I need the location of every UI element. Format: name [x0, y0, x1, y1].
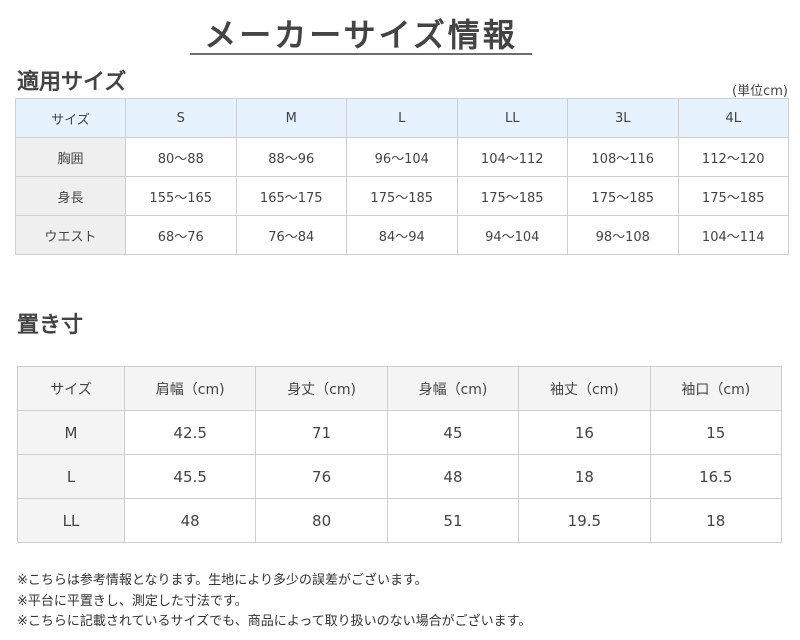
header-cell: M [235, 98, 347, 138]
table-cell: 45 [386, 410, 520, 455]
header-cell: LL [456, 98, 568, 138]
row-label: 胸囲 [15, 137, 126, 177]
row-label: M [17, 410, 125, 455]
table-cell: 42.5 [123, 410, 257, 455]
table-cell: 104〜112 [456, 137, 568, 177]
table-cell: 175〜185 [567, 176, 679, 216]
table-cell: 16.5 [649, 454, 783, 499]
header-cell: 身幅（cm) [386, 366, 520, 411]
table-row: ウエスト 68〜76 76〜84 84〜94 94〜104 98〜108 104〜114 [15, 215, 789, 255]
table-cell: 18 [649, 498, 783, 543]
row-label: 身長 [15, 176, 126, 216]
note: ※こちらは参考情報となります。生地により多少の誤差がございます。 [17, 573, 428, 588]
header-cell: 4L [677, 98, 789, 138]
notes: ※こちらは参考情報となります。生地により多少の誤差がございます。 ※平台に平置き… [17, 571, 531, 633]
table-cell: 76〜84 [235, 215, 347, 255]
table-cell: 76 [255, 454, 388, 499]
table-cell: 19.5 [518, 498, 651, 543]
table-row: M 42.5 71 45 16 15 [17, 410, 783, 455]
table-cell: 96〜104 [346, 137, 458, 177]
header-cell: 3L [567, 98, 679, 138]
header-cell: サイズ [15, 98, 126, 138]
table-cell: 48 [123, 498, 257, 543]
measurements-table: サイズ 肩幅（cm) 身丈（cm) 身幅（cm) 袖丈（cm) 袖口（cm) M 42.5 71… [17, 366, 783, 543]
applicable-size-heading: 適用サイズ [17, 70, 127, 95]
table-header-row: サイズ 肩幅（cm) 身丈（cm) 身幅（cm) 袖丈（cm) 袖口（cm) [17, 366, 783, 411]
table-cell: 84〜94 [346, 215, 458, 255]
table-cell: 94〜104 [456, 215, 568, 255]
header-cell: サイズ [17, 366, 125, 411]
table-cell: 112〜120 [677, 137, 789, 177]
table-cell: 80〜88 [125, 137, 237, 177]
table-cell: 18 [518, 454, 651, 499]
table-cell: 68〜76 [125, 215, 237, 255]
table-cell: 175〜185 [456, 176, 568, 216]
table-cell: 165〜175 [235, 176, 347, 216]
table-row: 身長 155〜165 165〜175 175〜185 175〜185 175〜185 175… [15, 176, 789, 216]
table-row: LL 48 80 51 19.5 18 [17, 498, 783, 543]
page-title: メーカーサイズ情報 [204, 16, 518, 54]
table-cell: 15 [649, 410, 783, 455]
table-cell: 71 [255, 410, 388, 455]
table-cell: 80 [255, 498, 388, 543]
title-underline [190, 53, 532, 55]
row-label: LL [17, 498, 125, 543]
table-cell: 175〜185 [346, 176, 458, 216]
table-cell: 16 [518, 410, 651, 455]
header-cell: 袖丈（cm) [518, 366, 651, 411]
table-row: 胸囲 80〜88 88〜96 96〜104 104〜112 108〜116 112〜120 [15, 137, 789, 177]
table-cell: 155〜165 [125, 176, 237, 216]
table-cell: 108〜116 [567, 137, 679, 177]
table-cell: 88〜96 [235, 137, 347, 177]
header-cell: 肩幅（cm) [123, 366, 257, 411]
note: ※こちらに記載されているサイズでも、商品によって取り扱いのない場合がございます。 [17, 614, 532, 629]
table-cell: 175〜185 [677, 176, 789, 216]
note: ※平台に平置きし、測定した寸法です。 [17, 593, 248, 609]
row-label: ウエスト [15, 215, 126, 255]
table-cell: 98〜108 [567, 215, 679, 255]
header-cell: 袖口（cm) [649, 366, 783, 411]
measurements-heading: 置き寸 [17, 313, 84, 338]
table-header-row: サイズ S M L LL 3L 4L [15, 98, 789, 138]
row-label: L [17, 454, 125, 499]
unit-label: (単位cm) [732, 84, 788, 99]
header-cell: S [125, 98, 237, 138]
header-cell: L [346, 98, 458, 138]
table-cell: 48 [386, 454, 520, 499]
table-cell: 45.5 [123, 454, 257, 499]
header-cell: 身丈（cm) [255, 366, 388, 411]
table-row: L 45.5 76 48 18 16.5 [17, 454, 783, 499]
applicable-size-table: サイズ S M L LL 3L 4L 胸囲 80〜88 88〜96 96〜104 104〜112 108… [15, 98, 789, 255]
table-cell: 104〜114 [677, 215, 789, 255]
table-cell: 51 [386, 498, 520, 543]
